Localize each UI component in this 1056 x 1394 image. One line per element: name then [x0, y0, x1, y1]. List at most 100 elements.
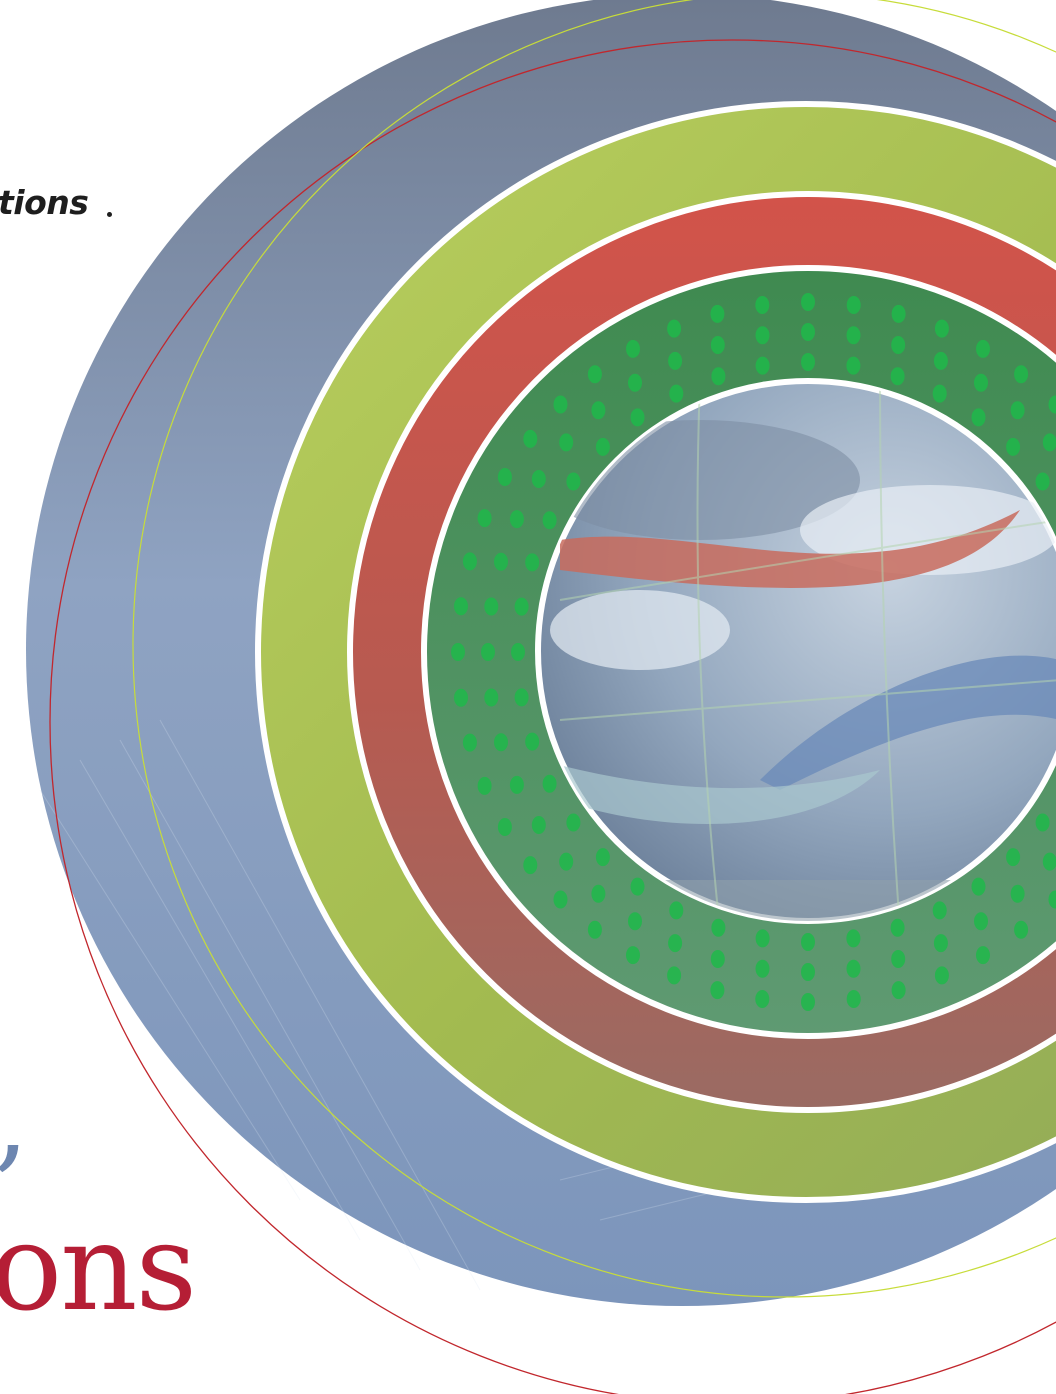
green-dot — [1048, 395, 1056, 414]
green-dot — [755, 959, 770, 978]
green-dot — [514, 688, 529, 707]
green-dot — [933, 351, 948, 370]
green-dot — [1014, 365, 1029, 384]
green-dot — [667, 966, 682, 985]
green-dot — [514, 597, 529, 616]
green-dot — [669, 901, 684, 920]
green-dot — [801, 293, 815, 311]
green-dot — [525, 553, 540, 572]
green-dot — [668, 934, 683, 953]
green-dot — [525, 732, 540, 751]
green-dot — [591, 401, 606, 420]
green-dot — [566, 813, 581, 832]
green-dot — [1035, 813, 1050, 832]
green-dot — [755, 990, 770, 1008]
green-dot — [454, 597, 468, 616]
green-dot — [509, 775, 524, 794]
headline-fragment: ons — [0, 1199, 197, 1338]
green-dot — [1014, 920, 1029, 939]
green-dot — [531, 816, 546, 834]
green-dot — [591, 884, 606, 903]
green-dot — [971, 408, 986, 427]
green-dot — [846, 929, 861, 948]
green-dot — [934, 966, 949, 985]
green-dot — [628, 373, 642, 392]
green-dot — [454, 688, 468, 707]
green-dot — [587, 365, 602, 384]
green-dot — [1035, 472, 1050, 491]
green-dot — [559, 433, 574, 452]
green-dot — [542, 774, 557, 793]
green-dot — [497, 468, 512, 486]
green-dot — [477, 509, 492, 528]
green-dot — [934, 319, 949, 338]
green-dot — [1006, 437, 1021, 456]
green-dot — [587, 920, 602, 939]
green-dot — [755, 929, 770, 948]
green-dot — [542, 511, 557, 530]
green-dot — [523, 429, 538, 448]
green-dot — [667, 319, 682, 338]
green-dot — [494, 552, 508, 571]
green-dot — [626, 946, 640, 965]
green-dot — [710, 336, 725, 354]
green-dot — [932, 901, 947, 920]
green-dot — [497, 818, 512, 836]
green-dot — [1048, 890, 1056, 909]
green-dot — [846, 959, 861, 978]
brand-wordmark: tions — [0, 183, 89, 222]
green-dot — [891, 336, 906, 354]
green-dot — [846, 990, 861, 1008]
green-dot — [668, 351, 683, 370]
green-dot — [626, 339, 640, 358]
green-dot-pattern — [451, 293, 1056, 1011]
green-dot — [595, 437, 610, 456]
green-dot — [801, 323, 815, 341]
green-dot — [933, 934, 948, 953]
green-dot — [976, 339, 990, 358]
green-dot — [553, 890, 568, 909]
green-dot — [451, 643, 465, 661]
lime-outline-ring — [132, 0, 1056, 1298]
green-dot — [755, 326, 770, 345]
green-dot — [595, 848, 610, 867]
green-dot — [711, 918, 726, 937]
green-dot — [1042, 433, 1056, 452]
green-dot — [509, 510, 524, 529]
green-dot — [891, 304, 906, 323]
green-dot — [511, 643, 525, 661]
green-dot — [755, 296, 770, 314]
green-dot — [477, 776, 492, 795]
green-dot — [566, 472, 581, 491]
green-dot — [891, 950, 906, 968]
green-dot — [890, 367, 905, 386]
green-dot — [801, 353, 815, 371]
green-dot — [523, 856, 538, 875]
green-dot — [462, 733, 477, 752]
green-dot — [710, 981, 725, 1000]
green-dot — [710, 950, 725, 968]
green-dot — [494, 733, 508, 752]
green-dot — [484, 688, 499, 707]
green-dot — [755, 356, 770, 375]
registered-mark-dot — [107, 212, 112, 217]
green-dot — [801, 963, 815, 981]
green-dot — [846, 296, 861, 314]
green-dot — [710, 304, 725, 323]
green-dot — [971, 877, 986, 896]
green-dot — [669, 384, 684, 403]
green-dot — [890, 918, 905, 937]
green-dot — [801, 933, 815, 951]
red-outline-ring — [49, 39, 1056, 1394]
green-dot — [630, 408, 645, 427]
green-dot — [553, 395, 568, 414]
green-dot — [1010, 401, 1025, 420]
green-dot — [974, 912, 988, 931]
green-dot — [559, 852, 574, 871]
green-dot — [1006, 848, 1021, 867]
green-dot — [531, 470, 546, 488]
green-dot — [801, 993, 815, 1011]
green-dot — [1042, 852, 1056, 871]
green-dot — [462, 552, 477, 571]
